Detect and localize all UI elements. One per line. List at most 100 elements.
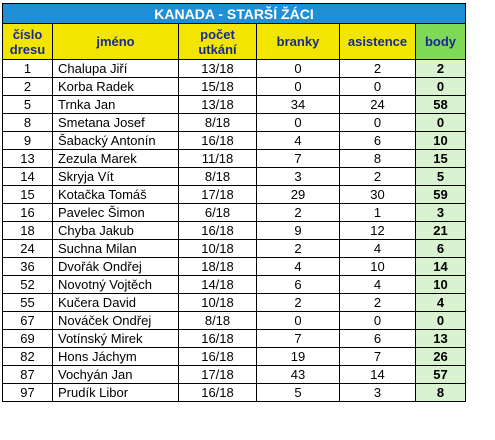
cell-assists: 12 xyxy=(339,221,416,240)
cell-assists: 2 xyxy=(339,293,416,312)
cell-games: 18/18 xyxy=(178,257,257,276)
cell-points: 21 xyxy=(415,221,466,240)
cell-name: Skryja Vít xyxy=(52,167,179,186)
cell-points: 2 xyxy=(415,59,466,78)
table-row: 15 Kotačka Tomáš 17/18 29 30 59 xyxy=(2,185,466,204)
table-row: 18 Chyba Jakub 16/18 9 12 21 xyxy=(2,221,466,240)
cell-points: 4 xyxy=(415,293,466,312)
cell-number: 9 xyxy=(2,131,53,150)
cell-points: 0 xyxy=(415,77,466,96)
cell-games: 8/18 xyxy=(178,167,257,186)
cell-name: Votínský Mirek xyxy=(52,329,179,348)
cell-number: 2 xyxy=(2,77,53,96)
cell-points: 0 xyxy=(415,113,466,132)
table-row: 69 Votínský Mirek 16/18 7 6 13 xyxy=(2,329,466,348)
cell-name: Hons Jáchym xyxy=(52,347,179,366)
cell-assists: 3 xyxy=(339,383,416,402)
table-row: 1 Chalupa Jiří 13/18 0 2 2 xyxy=(2,59,466,78)
cell-points: 57 xyxy=(415,365,466,384)
cell-number: 69 xyxy=(2,329,53,348)
table-title: KANADA - STARŠÍ ŽÁCI xyxy=(2,3,466,24)
cell-name: Suchna Milan xyxy=(52,239,179,258)
stats-table: KANADA - STARŠÍ ŽÁCI číslo dresu jméno p… xyxy=(2,3,466,402)
table-row: 8 Smetana Josef 8/18 0 0 0 xyxy=(2,113,466,132)
cell-goals: 0 xyxy=(256,113,340,132)
cell-games: 8/18 xyxy=(178,311,257,330)
cell-goals: 7 xyxy=(256,329,340,348)
header-number-line1: číslo xyxy=(12,26,43,42)
cell-number: 52 xyxy=(2,275,53,294)
cell-goals: 4 xyxy=(256,257,340,276)
cell-goals: 43 xyxy=(256,365,340,384)
header-games: počet utkání xyxy=(178,23,257,60)
cell-assists: 4 xyxy=(339,239,416,258)
table-row: 9 Šabacký Antonín 16/18 4 6 10 xyxy=(2,131,466,150)
cell-games: 14/18 xyxy=(178,275,257,294)
cell-number: 8 xyxy=(2,113,53,132)
cell-assists: 0 xyxy=(339,113,416,132)
cell-goals: 34 xyxy=(256,95,340,114)
title-row: KANADA - STARŠÍ ŽÁCI xyxy=(2,3,466,24)
cell-name: Korba Radek xyxy=(52,77,179,96)
header-number-line2: dresu xyxy=(9,41,46,57)
cell-goals: 0 xyxy=(256,311,340,330)
cell-goals: 2 xyxy=(256,239,340,258)
table-row: 16 Pavelec Šimon 6/18 2 1 3 xyxy=(2,203,466,222)
cell-games: 16/18 xyxy=(178,383,257,402)
cell-points: 0 xyxy=(415,311,466,330)
cell-name: Prudík Libor xyxy=(52,383,179,402)
cell-assists: 7 xyxy=(339,347,416,366)
cell-assists: 2 xyxy=(339,59,416,78)
cell-number: 15 xyxy=(2,185,53,204)
cell-name: Smetana Josef xyxy=(52,113,179,132)
cell-games: 15/18 xyxy=(178,77,257,96)
cell-points: 15 xyxy=(415,149,466,168)
cell-number: 16 xyxy=(2,203,53,222)
cell-number: 13 xyxy=(2,149,53,168)
cell-number: 87 xyxy=(2,365,53,384)
cell-games: 10/18 xyxy=(178,293,257,312)
cell-goals: 9 xyxy=(256,221,340,240)
cell-goals: 29 xyxy=(256,185,340,204)
cell-points: 59 xyxy=(415,185,466,204)
header-games-line2: utkání xyxy=(198,41,237,57)
table-row: 52 Novotný Vojtěch 14/18 6 4 10 xyxy=(2,275,466,294)
cell-number: 14 xyxy=(2,167,53,186)
cell-points: 3 xyxy=(415,203,466,222)
cell-goals: 2 xyxy=(256,293,340,312)
cell-goals: 19 xyxy=(256,347,340,366)
cell-number: 55 xyxy=(2,293,53,312)
cell-name: Chalupa Jiří xyxy=(52,59,179,78)
cell-name: Vochyán Jan xyxy=(52,365,179,384)
cell-number: 5 xyxy=(2,95,53,114)
cell-games: 6/18 xyxy=(178,203,257,222)
header-name: jméno xyxy=(52,23,179,60)
cell-goals: 7 xyxy=(256,149,340,168)
cell-games: 16/18 xyxy=(178,329,257,348)
table-row: 87 Vochyán Jan 17/18 43 14 57 xyxy=(2,365,466,384)
cell-points: 14 xyxy=(415,257,466,276)
cell-assists: 8 xyxy=(339,149,416,168)
cell-games: 13/18 xyxy=(178,95,257,114)
cell-name: Novotný Vojtěch xyxy=(52,275,179,294)
cell-number: 18 xyxy=(2,221,53,240)
cell-name: Kotačka Tomáš xyxy=(52,185,179,204)
cell-goals: 0 xyxy=(256,59,340,78)
cell-points: 13 xyxy=(415,329,466,348)
cell-games: 13/18 xyxy=(178,59,257,78)
cell-games: 17/18 xyxy=(178,185,257,204)
cell-games: 10/18 xyxy=(178,239,257,258)
cell-name: Dvořák Ondřej xyxy=(52,257,179,276)
table-row: 5 Trnka Jan 13/18 34 24 58 xyxy=(2,95,466,114)
cell-points: 6 xyxy=(415,239,466,258)
header-points: body xyxy=(415,23,466,60)
header-goals: branky xyxy=(256,23,340,60)
cell-assists: 10 xyxy=(339,257,416,276)
cell-points: 58 xyxy=(415,95,466,114)
cell-goals: 4 xyxy=(256,131,340,150)
cell-points: 8 xyxy=(415,383,466,402)
cell-points: 26 xyxy=(415,347,466,366)
cell-number: 97 xyxy=(2,383,53,402)
table-row: 14 Skryja Vít 8/18 3 2 5 xyxy=(2,167,466,186)
table-row: 82 Hons Jáchym 16/18 19 7 26 xyxy=(2,347,466,366)
